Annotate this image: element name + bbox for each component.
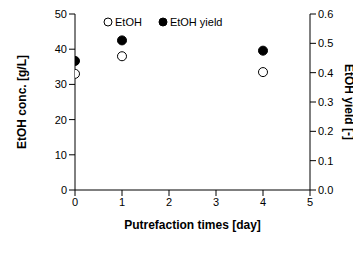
- svg-text:EtOH yield [-]: EtOH yield [-]: [342, 64, 353, 140]
- svg-text:0: 0: [61, 184, 67, 196]
- svg-text:Putrefaction times [day]: Putrefaction times [day]: [124, 218, 261, 232]
- svg-text:4: 4: [260, 196, 266, 208]
- svg-text:20: 20: [55, 114, 67, 126]
- svg-text:0.0: 0.0: [318, 184, 333, 196]
- svg-text:1: 1: [119, 196, 125, 208]
- html-text:EtOH: EtOH: [115, 16, 142, 28]
- svg-text:50: 50: [55, 8, 67, 20]
- svg-text:40: 40: [55, 43, 67, 55]
- svg-text:0.5: 0.5: [318, 37, 333, 49]
- svg-text:10: 10: [55, 149, 67, 161]
- svg-text:3: 3: [213, 196, 219, 208]
- svg-text:EtOH conc. [g/L]: EtOH conc. [g/L]: [15, 55, 29, 149]
- svg-text:0: 0: [72, 196, 78, 208]
- svg-text:0.2: 0.2: [318, 125, 333, 137]
- svg-text:0.3: 0.3: [318, 96, 333, 108]
- svg-text:0.1: 0.1: [318, 155, 333, 167]
- svg-text:30: 30: [55, 78, 67, 90]
- html-text:EtOH yield: EtOH yield: [169, 16, 223, 28]
- svg-text:0.6: 0.6: [318, 8, 333, 20]
- svg-text:2: 2: [166, 196, 172, 208]
- svg-text:5: 5: [307, 196, 313, 208]
- svg-text:0.4: 0.4: [318, 67, 333, 79]
